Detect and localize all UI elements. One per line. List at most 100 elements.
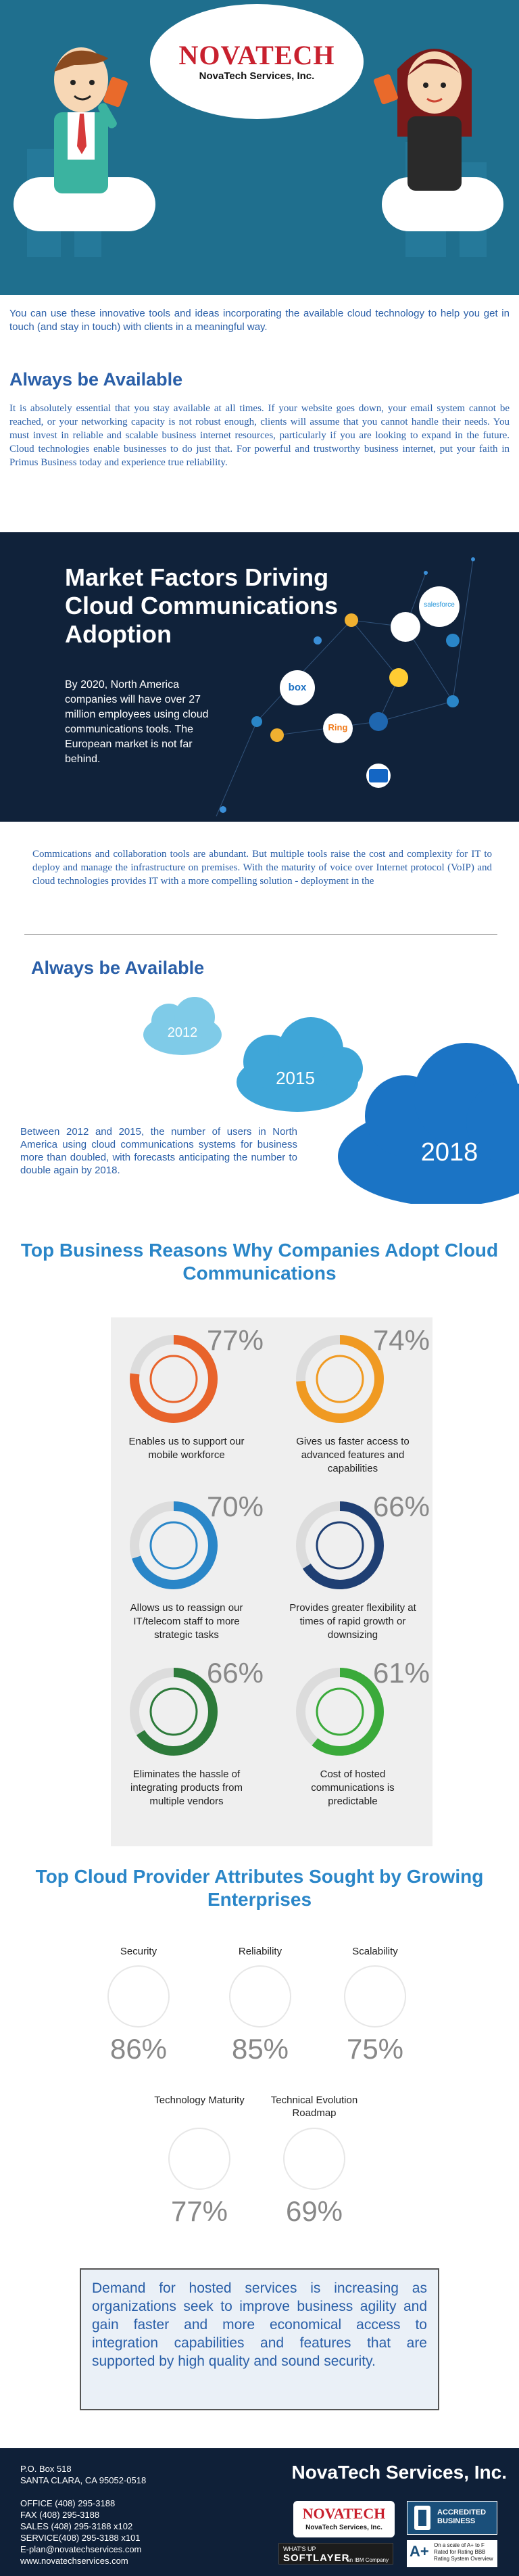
reason-ring xyxy=(130,1668,218,1756)
bbb-rating-text: On a scale of A+ to F Rated for Rating B… xyxy=(434,2542,493,2562)
reason-ring xyxy=(296,1501,384,1589)
growth-clouds-graphic xyxy=(143,997,519,1204)
map-icon xyxy=(149,1355,198,1403)
chess-icon xyxy=(149,1521,198,1570)
checklist-icon xyxy=(229,1965,291,2028)
roadmap-icon xyxy=(283,2128,345,2190)
reason-card: 70% Allows us to reassign our IT/telecom … xyxy=(119,1491,274,1646)
reason-percent: 66% xyxy=(206,1657,264,1689)
expand-icon xyxy=(344,1965,406,2028)
footer-company-name: NovaTech Services, Inc. xyxy=(291,2462,507,2483)
bbb-accredited-text: ACCREDITED BUSINESS xyxy=(437,2508,487,2525)
softlayer-tagline: WHAT'S UP xyxy=(283,2546,316,2552)
always-available-heading: Always be Available xyxy=(9,369,183,390)
logo-speech-bubble: NOVATECH NovaTech Services, Inc. xyxy=(150,4,364,119)
attribute-label: Scalability xyxy=(352,1946,398,1957)
footer-address-line: FAX (408) 295-3188 xyxy=(20,2510,100,2520)
reason-caption: Gives us faster access to advanced featu… xyxy=(296,1436,410,1474)
year-2012-label: 2012 xyxy=(167,1025,198,1040)
market-factors-body: By 2020, North America companies will ha… xyxy=(65,679,209,765)
ring-logo: Ring xyxy=(328,722,348,732)
reasons-heading: Top Business Reasons Why Companies Adopt… xyxy=(20,1240,499,1284)
attribute-card: Technical Evolution Roadmap 69% xyxy=(264,2094,365,2229)
reason-card: 66% Provides greater flexibility at times… xyxy=(285,1491,441,1646)
reason-percent: 70% xyxy=(206,1491,264,1522)
grid-icon xyxy=(316,1355,364,1403)
reason-card: 66% Eliminates the hassle of integrating … xyxy=(119,1657,274,1812)
growth-text: Between 2012 and 2015, the number of use… xyxy=(20,1126,297,1176)
attribute-card: Security 86% xyxy=(88,1945,189,2080)
year-2018-label: 2018 xyxy=(420,1138,478,1167)
bbb-rating-grade: A+ xyxy=(410,2543,429,2560)
reason-caption: Provides greater flexibility at times of… xyxy=(289,1602,416,1641)
logo-subtitle: NovaTech Services, Inc. xyxy=(199,70,315,82)
man-with-phone-illustration xyxy=(54,47,128,193)
attribute-label: Reliability xyxy=(238,1946,282,1957)
bbb-rating-badge[interactable]: A+ On a scale of A+ to F Rated for Ratin… xyxy=(407,2540,497,2567)
reason-ring xyxy=(130,1335,218,1423)
footer-logo-subtitle: NovaTech Services, Inc. xyxy=(305,2524,382,2531)
softlayer-sub: an IBM Company xyxy=(347,2557,389,2563)
attribute-label: Technology Maturity xyxy=(154,2094,245,2106)
hero-banner: NOVATECH NovaTech Services, Inc. xyxy=(0,0,519,295)
gears-icon xyxy=(149,1687,198,1736)
reason-percent: 77% xyxy=(206,1324,264,1356)
footer-address-line: SALES (408) 295-3188 x102 xyxy=(20,2521,133,2531)
attributes-heading: Top Cloud Provider Attributes Sought by … xyxy=(35,1866,484,1910)
attribute-percent: 77% xyxy=(170,2195,228,2227)
attribute-percent: 85% xyxy=(231,2033,289,2065)
section-divider xyxy=(24,934,497,935)
attribute-percent: 75% xyxy=(346,2033,404,2065)
reason-percent: 74% xyxy=(372,1324,430,1356)
always-available-body: It is absolutely essential that you stay… xyxy=(9,403,510,468)
reason-card: 74% Gives us faster access to advanced fe… xyxy=(285,1324,441,1480)
collaboration-text: Commications and collaboration tools are… xyxy=(32,849,492,887)
box-logo: box xyxy=(288,682,307,693)
footer-address: P.O. Box 518 SANTA CLARA, CA 95052-0518 O… xyxy=(20,2463,223,2567)
bbb-accredited-badge[interactable]: ACCREDITED BUSINESS xyxy=(407,2501,497,2535)
demand-callout: Demand for hosted services is increasing… xyxy=(80,2268,439,2410)
footer-address-line: www.novatechservices.com xyxy=(20,2556,128,2566)
reason-ring xyxy=(130,1501,218,1589)
footer-address-line: OFFICE (408) 295-3188 xyxy=(20,2498,116,2508)
attribute-card: Reliability 85% xyxy=(209,1945,311,2080)
attribute-percent: 69% xyxy=(285,2195,343,2227)
footer-address-line: SERVICE(408) 295-3188 x101 xyxy=(20,2533,141,2543)
reason-caption: Allows us to reassign our IT/telecom sta… xyxy=(130,1602,243,1641)
reason-caption: Enables us to support our mobile workfor… xyxy=(128,1436,245,1461)
reason-percent: 66% xyxy=(372,1491,430,1522)
bbb-torch-icon xyxy=(414,2506,430,2530)
salesforce-logo: salesforce xyxy=(424,601,455,609)
market-factors-section: box Ring salesforce xyxy=(0,532,519,822)
reason-ring xyxy=(296,1335,384,1423)
attribute-label: Technical Evolution Roadmap xyxy=(270,2094,358,2119)
footer-address-line xyxy=(20,2486,223,2498)
reason-caption: Cost of hosted communications is predict… xyxy=(311,1769,395,1807)
chart-icon xyxy=(316,1521,364,1570)
always-available-heading-2: Always be Available xyxy=(31,958,205,978)
reason-caption: Eliminates the hassle of integrating pro… xyxy=(130,1769,243,1807)
softlayer-name: SOFTLAYER xyxy=(283,2552,350,2564)
reason-card: 77% Enables us to support our mobile work… xyxy=(119,1324,274,1480)
intro-text: You can use these innovative tools and i… xyxy=(9,308,510,333)
footer-address-line: E-plan@novatechservices.com xyxy=(20,2544,142,2554)
attribute-card: Technology Maturity 77% xyxy=(149,2094,250,2229)
lock-icon xyxy=(107,1965,170,2028)
attribute-percent: 86% xyxy=(109,2033,168,2065)
attribute-label: Security xyxy=(120,1946,157,1957)
reason-percent: 61% xyxy=(372,1657,430,1689)
footer-logo-wordmark: NOVATECH xyxy=(302,2505,386,2522)
footer: P.O. Box 518 SANTA CLARA, CA 95052-0518 O… xyxy=(0,2448,519,2576)
softlayer-badge: WHAT'S UP SOFTLAYER an IBM Company xyxy=(278,2543,393,2565)
attribute-card: Scalability 75% xyxy=(324,1945,426,2080)
woman-with-phone-illustration xyxy=(374,49,472,191)
dollar-icon xyxy=(316,1687,364,1736)
reason-card: 61% Cost of hosted communications is pred… xyxy=(285,1657,441,1812)
logo-wordmark: NOVATECH xyxy=(178,40,335,70)
footer-address-line: SANTA CLARA, CA 95052-0518 xyxy=(20,2475,147,2485)
year-2015-label: 2015 xyxy=(276,1067,315,1088)
footer-logo: NOVATECH NovaTech Services, Inc. xyxy=(293,2501,395,2537)
reason-ring xyxy=(296,1668,384,1756)
footer-address-line: P.O. Box 518 xyxy=(20,2464,72,2474)
